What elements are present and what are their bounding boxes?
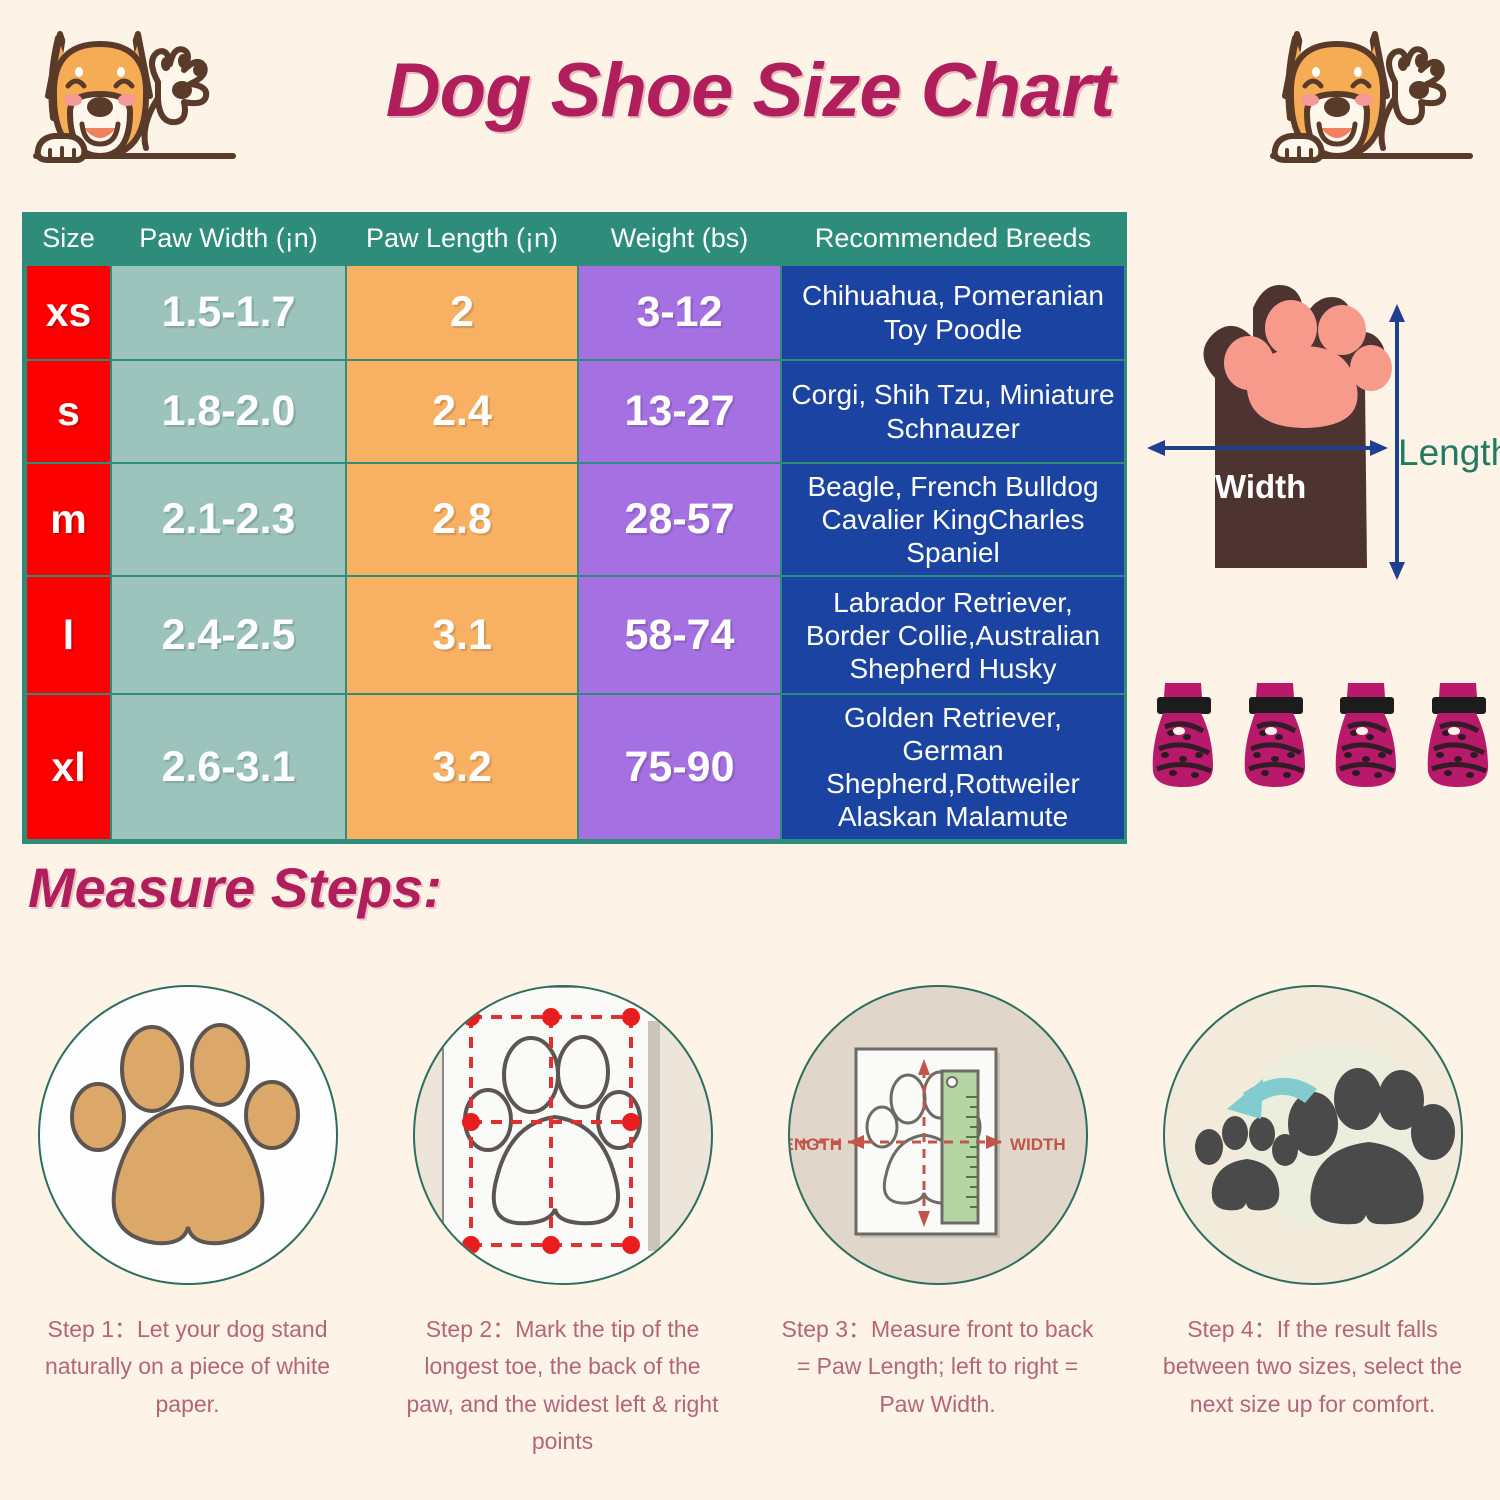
page-title: Dog Shoe Size Chart <box>385 47 1115 133</box>
table-row: l 2.4-2.5 3.1 58-74 Labrador Retriever, … <box>25 575 1126 696</box>
step-3-illustration: LENGTH WIDTH <box>787 985 1088 1285</box>
table-header-row: Size Paw Width (¡n) Paw Length (¡n) Weig… <box>26 215 1125 265</box>
dog-shoe-icon <box>1336 683 1397 787</box>
cell-paw-width: 2.1-2.3 <box>110 461 347 578</box>
measure-step-1: Step 1：Let your dog stand naturally on a… <box>0 985 375 1460</box>
cell-paw-length: 2.4 <box>345 359 579 464</box>
corgi-mascot-right-icon <box>1270 31 1473 163</box>
dog-shoe-icon <box>1427 683 1488 787</box>
table-row: m 2.1-2.3 2.8 28-57 Beagle, French Bulld… <box>25 461 1126 578</box>
column-header-weight: Weight (bs) <box>578 215 781 265</box>
cell-weight: 58-74 <box>577 575 782 696</box>
tan-paw-print-icon <box>69 1023 300 1246</box>
measure-steps-heading: Measure Steps: <box>28 856 442 919</box>
length-arrow-icon <box>1389 304 1405 580</box>
dog-shoe-icon <box>1244 683 1305 787</box>
step-4-caption: Step 4：If the result falls between two s… <box>1162 1316 1463 1417</box>
cell-breeds: Corgi, Shih Tzu, Miniature Schnauzer <box>780 359 1126 464</box>
size-chart-table: Size Paw Width (¡n) Paw Length (¡n) Weig… <box>22 212 1127 845</box>
cell-breeds: Golden Retriever, German Shepherd,Rottwe… <box>780 693 1126 842</box>
cell-size: xl <box>25 693 112 842</box>
small-paw-icon <box>1194 1116 1298 1211</box>
cell-paw-length: 3.2 <box>345 693 579 842</box>
step-4-illustration <box>1162 985 1463 1285</box>
step-2-illustration <box>412 985 713 1285</box>
step-1-illustration <box>37 985 338 1285</box>
dog-shoes-product-image <box>1143 655 1498 795</box>
cell-breeds: Chihuahua, Pomeranian Toy Poodle <box>780 264 1126 361</box>
step-3-length-label: LENGTH <box>790 1135 842 1154</box>
paw-shape-icon <box>1203 284 1392 568</box>
large-paw-icon <box>1287 1068 1455 1225</box>
cell-breeds: Labrador Retriever, Border Collie,Austra… <box>780 575 1126 696</box>
paw-width-label: Width <box>1215 468 1307 505</box>
width-arrow-icon <box>1147 440 1388 456</box>
table-row: xs 1.5-1.7 2 3-12 Chihuahua, Pomeranian … <box>25 264 1126 361</box>
step-3-caption: Step 3：Measure front to back = Paw Lengt… <box>781 1316 1094 1417</box>
cell-paw-width: 1.5-1.7 <box>110 264 347 361</box>
column-header-breeds: Recommended Breeds <box>781 215 1125 265</box>
cell-weight: 3-12 <box>577 264 782 361</box>
cell-paw-length: 3.1 <box>345 575 579 696</box>
measure-step-4: Step 4：If the result falls between two s… <box>1125 985 1500 1460</box>
paw-length-label: Length <box>1398 432 1500 473</box>
paw-measurement-diagram <box>1147 284 1405 580</box>
dog-shoe-icon <box>1152 683 1213 787</box>
cell-breeds: Beagle, French Bulldog Cavalier KingChar… <box>780 461 1126 578</box>
paw-outline-measure-marks-icon <box>441 987 660 1283</box>
cell-paw-width: 2.4-2.5 <box>110 575 347 696</box>
size-up-arrow-icon <box>1226 1077 1317 1119</box>
cell-paw-length: 2 <box>345 264 579 361</box>
paw-with-ruler-icon: LENGTH WIDTH <box>790 1047 1066 1238</box>
column-header-size: Size <box>26 215 111 265</box>
cell-size: s <box>25 359 112 464</box>
cell-paw-width: 1.8-2.0 <box>110 359 347 464</box>
step-3-width-label: WIDTH <box>1010 1135 1066 1154</box>
measure-step-3: LENGTH WIDTH Step 3：Measure front to bac… <box>750 985 1125 1460</box>
table-row: xl 2.6-3.1 3.2 75-90 Golden Retriever, G… <box>25 693 1126 842</box>
cell-paw-width: 2.6-3.1 <box>110 693 347 842</box>
cell-size: xs <box>25 264 112 361</box>
cell-weight: 13-27 <box>577 359 782 464</box>
table-row: s 1.8-2.0 2.4 13-27 Corgi, Shih Tzu, Min… <box>25 359 1126 464</box>
corgi-mascot-left-icon <box>33 31 236 163</box>
cell-weight: 75-90 <box>577 693 782 842</box>
measure-step-2: Step 2：Mark the tip of the longest toe, … <box>375 985 750 1460</box>
column-header-paw-length: Paw Length (¡n) <box>346 215 578 265</box>
cell-weight: 28-57 <box>577 461 782 578</box>
measure-steps-list: Step 1：Let your dog stand naturally on a… <box>0 985 1500 1460</box>
cell-paw-length: 2.8 <box>345 461 579 578</box>
page-header: Dog Shoe Size Chart <box>0 0 1500 180</box>
step-1-caption: Step 1：Let your dog stand naturally on a… <box>44 1316 331 1417</box>
cell-size: m <box>25 461 112 578</box>
column-header-paw-width: Paw Width (¡n) <box>111 215 346 265</box>
cell-size: l <box>25 575 112 696</box>
step-2-caption: Step 2：Mark the tip of the longest toe, … <box>406 1316 719 1454</box>
two-paws-size-up-icon <box>1194 1045 1455 1229</box>
